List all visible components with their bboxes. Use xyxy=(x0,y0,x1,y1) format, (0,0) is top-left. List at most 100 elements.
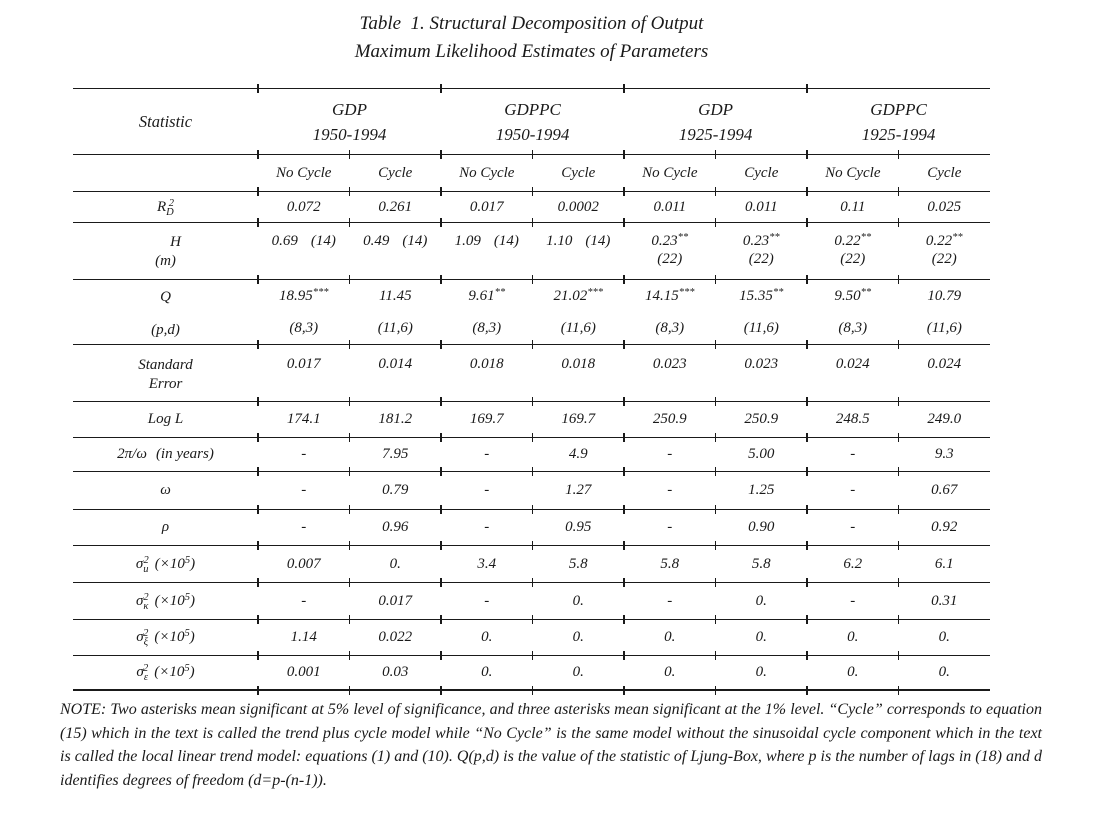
scale-exponent: 5 xyxy=(184,554,191,566)
cell-value: 0.22 xyxy=(834,233,861,249)
group-period: 1925-1994 xyxy=(861,124,936,144)
table-row-stderr: Standard Error 0.017 0.014 0.018 0.018 0… xyxy=(73,340,991,401)
row-label-sigma-xi: σξ2 (×105) xyxy=(73,619,258,655)
table-cell: - xyxy=(257,505,350,545)
table-row-rd2: RD2 0.072 0.261 0.017 0.0002 0.011 0.011… xyxy=(73,187,991,222)
cell-value: 0.23 xyxy=(651,233,678,249)
scale-close: ) xyxy=(189,629,195,645)
table-cell: 5.8 xyxy=(623,541,716,582)
row-label-rho: ρ xyxy=(73,509,258,545)
scale-close: ) xyxy=(190,555,196,572)
label-scale: (×105) xyxy=(154,663,194,680)
cell-pd: (8,3) xyxy=(289,320,319,336)
group-header-gdp-1950: GDP 1950-1994 xyxy=(257,84,442,154)
table-cell: - xyxy=(623,505,716,545)
table-cell: 9.50** (8,3) xyxy=(806,275,899,344)
cell-note-line2: (22) xyxy=(931,251,957,267)
row-label-sigma-kappa: σκ2 (×105) xyxy=(73,582,258,619)
scale-exponent: 5 xyxy=(184,663,190,674)
label-line2: (p,d) xyxy=(151,322,180,338)
group-name: GDPPC xyxy=(504,99,561,119)
table-cell: 7.95 xyxy=(348,433,442,471)
cell-note: (14) xyxy=(310,233,336,249)
table-cell: - xyxy=(440,467,533,509)
table-cell: 0.007 xyxy=(257,541,350,582)
column-header: No Cycle xyxy=(806,150,899,191)
significance-stars: ** xyxy=(860,287,872,298)
table-cell: 0.018 xyxy=(531,340,625,401)
table-cell: 0. xyxy=(897,615,991,655)
column-header: Cycle xyxy=(531,150,625,191)
table-cell: 18.95*** (8,3) xyxy=(257,275,350,344)
group-period: 1950-1994 xyxy=(312,124,387,144)
table-cell: 6.2 xyxy=(806,541,899,582)
table-cell: 1.14 xyxy=(257,615,350,655)
cell-pd: (11,6) xyxy=(377,320,413,336)
table-cell: 1.09 (14) xyxy=(440,218,533,279)
table-cell: 6.1 xyxy=(897,541,991,582)
table-footnote: NOTE: Two asterisks mean significant at … xyxy=(60,701,1042,789)
cell-value: 18.95 xyxy=(279,288,313,304)
group-header-row: Statistic GDP 1950-1994 GDPPC 1950-1994 … xyxy=(73,84,991,154)
parameters-table: Statistic GDP 1950-1994 GDPPC 1950-1994 … xyxy=(73,84,991,695)
table-cell: 0.011 xyxy=(623,187,716,222)
table-cell: - xyxy=(257,433,350,471)
table-cell: 0.03 xyxy=(348,651,442,695)
table-cell: - xyxy=(440,433,533,471)
table-cell: 0.0002 xyxy=(531,187,625,222)
table-cell: 0.001 xyxy=(257,651,350,695)
table-title-line2: Maximum Likelihood Estimates of Paramete… xyxy=(354,41,709,62)
table-cell: 21.02*** (11,6) xyxy=(531,275,625,344)
column-header: Cycle xyxy=(348,150,442,191)
column-header: Cycle xyxy=(897,150,991,191)
cell-note: (14) xyxy=(493,233,519,249)
statistic-column-header: Statistic xyxy=(73,88,258,154)
scale-open: (×10 xyxy=(154,629,185,645)
significance-stars: ** xyxy=(772,287,784,298)
table-cell: 0.017 xyxy=(348,578,442,619)
table-cell: 0. xyxy=(806,615,899,655)
table-cell: 0. xyxy=(623,651,716,695)
table-cell: 0.96 xyxy=(348,505,442,545)
group-name: GDP xyxy=(698,99,734,119)
table-cell: - xyxy=(257,467,350,509)
column-header: No Cycle xyxy=(623,150,716,191)
cell-value: 14.15 xyxy=(645,288,679,304)
table-cell: - xyxy=(623,467,716,509)
table-cell: 0.90 xyxy=(714,505,808,545)
table-cell: 0.018 xyxy=(440,340,533,401)
table-cell: 250.9 xyxy=(714,397,808,437)
table-cell: 0. xyxy=(714,615,808,655)
significance-stars: *** xyxy=(587,287,604,298)
scale-close: ) xyxy=(190,592,196,609)
cell-note-line2: (22) xyxy=(840,251,866,267)
table-cell: 248.5 xyxy=(806,397,899,437)
scale-open: (×10 xyxy=(154,592,185,609)
cell-value: 0.23 xyxy=(742,233,770,249)
table-cell: 0.69 (14) xyxy=(257,218,350,279)
label-scale: (×105) xyxy=(154,592,196,609)
table-cell: 0. xyxy=(531,578,625,619)
table-row-sigma-u: σu2 (×105) 0.007 0. 3.4 5.8 5.8 5.8 6.2 6… xyxy=(73,541,991,582)
label-base: σ xyxy=(135,555,144,572)
table-cell: 0.11 xyxy=(806,187,899,222)
scale-open: (×10 xyxy=(154,555,185,572)
significance-stars: *** xyxy=(678,287,695,298)
label-subscript: ξ xyxy=(143,637,149,648)
label-superscript: 2 xyxy=(143,554,149,566)
table-cell: 0.023 xyxy=(714,340,808,401)
table-cell: - xyxy=(257,578,350,619)
significance-stars: ** xyxy=(677,232,689,243)
table-cell: 0.072 xyxy=(257,187,350,222)
table-cell: 0.23** (22) xyxy=(714,218,808,279)
cell-pd: (8,3) xyxy=(472,320,502,336)
label-base: R xyxy=(156,198,167,215)
cell-note-line2: (22) xyxy=(657,251,683,267)
significance-stars: ** xyxy=(769,232,780,243)
label-base: σ xyxy=(135,592,144,609)
table-cell: 1.25 xyxy=(714,467,808,509)
table-cell: 11.45 (11,6) xyxy=(348,275,442,344)
group-period: 1950-1994 xyxy=(495,124,570,144)
table-row-logl: Log L 174.1 181.2 169.7 169.7 250.9 250.… xyxy=(73,397,991,437)
cell-note: (14) xyxy=(585,233,611,249)
